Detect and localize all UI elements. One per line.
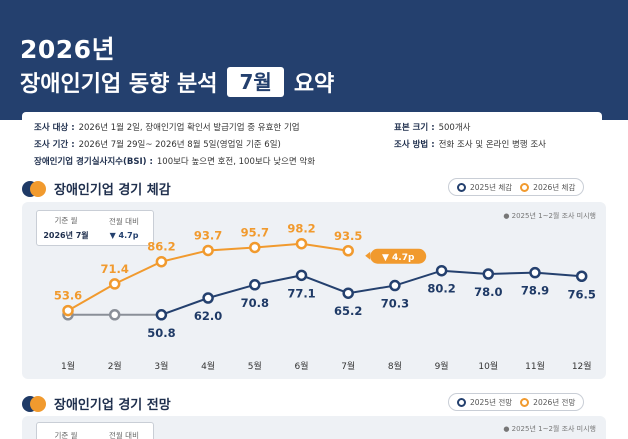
section1-title: 장애인기업 경기 체감 (54, 183, 171, 198)
section2-note: ● 2025년 1~2월 조사 미시행 (503, 425, 596, 433)
section1-ref-box: 기준 월 2026년 7월 전월 대비 ▼ 4.7p (36, 210, 154, 246)
survey-info-box: 조사 대상 :2026년 1월 2일, 장애인기업 확인서 발급기업 중 유효한… (22, 112, 602, 174)
info-bsi-label: 장애인기업 경기실사지수(BSI) : (34, 157, 153, 167)
info-method: 조사 방법 : 전화 조사 및 온라인 병행 조사 (394, 138, 546, 150)
hero-title-prefix: 장애인기업 동향 분석 (20, 72, 218, 97)
section1-legend: 2025년 체감 2026년 체감 (448, 178, 585, 196)
legend2-ring-orange-icon (520, 397, 530, 407)
info-period: 조사 기간 :2026년 7월 29일~ 2026년 8월 5일(영업일 기준 … (34, 138, 281, 150)
legend2-2025: 2025년 전망 (457, 397, 512, 408)
section2-panel: 기준 월 전월 대비 ● 2025년 1~2월 조사 미시행 (22, 416, 606, 439)
section2-dots-icon (22, 395, 46, 412)
info-sample-label: 표본 크기 : (394, 123, 435, 133)
ref2-month-header: 기준 월 (54, 430, 78, 439)
info-period-value: 2026년 7월 29일~ 2026년 8월 5일(영업일 기준 6일) (78, 140, 281, 150)
info-method-label: 조사 방법 : (394, 140, 435, 150)
legend-2025-label: 2025년 체감 (470, 182, 513, 192)
hero-banner: 2026년 장애인기업 동향 분석 7월 요약 (0, 0, 628, 120)
section1-panel: 기준 월 2026년 7월 전월 대비 ▼ 4.7p ● 2025년 1~2월 조사… (22, 202, 606, 379)
info-bsi-value: 100보다 높으면 호전, 100보다 낮으면 악화 (156, 157, 316, 167)
section1-header: 장애인기업 경기 체감 (22, 179, 171, 198)
section2-title: 장애인기업 경기 전망 (54, 398, 171, 413)
legend-ring-orange-icon (520, 182, 530, 192)
legend2-2026-label: 2026년 전망 (533, 397, 576, 407)
section1-note: ● 2025년 1~2월 조사 미시행 (503, 212, 596, 220)
legend2-2025-label: 2025년 전망 (470, 397, 513, 407)
section2-ref-box: 기준 월 전월 대비 (36, 422, 154, 439)
ref-month-header: 기준 월 (54, 216, 78, 225)
info-period-label: 조사 기간 : (34, 140, 75, 150)
hero-month-badge: 7월 (227, 67, 284, 97)
info-target-value: 2026년 1월 2일, 장애인기업 확인서 발급기업 중 유효한 기업 (78, 123, 300, 133)
legend2-ring-navy-icon (457, 397, 466, 407)
legend2-2026: 2026년 전망 (520, 397, 575, 408)
legend-ring-navy-icon (457, 182, 466, 192)
info-bsi: 장애인기업 경기실사지수(BSI) :100보다 높으면 호전, 100보다 낮… (34, 155, 315, 167)
hero-title-suffix: 요약 (293, 72, 335, 97)
hero-year: 2026년 (20, 35, 116, 64)
legend-2026-label: 2026년 체감 (533, 182, 576, 192)
section2-header: 장애인기업 경기 전망 (22, 394, 171, 413)
info-sample: 표본 크기 :500개사 (394, 121, 470, 133)
hero-title: 장애인기업 동향 분석 7월 요약 (20, 66, 334, 98)
ref-change-header: 전월 대비 (109, 217, 139, 226)
info-method-value: 전화 조사 및 온라인 병행 조사 (438, 140, 546, 150)
info-target-label: 조사 대상 : (34, 123, 75, 133)
ref-change-value: ▼ 4.7p (109, 231, 139, 240)
ref-month-value: 2026년 7월 (43, 231, 89, 240)
section2-legend: 2025년 전망 2026년 전망 (448, 393, 585, 411)
info-target: 조사 대상 :2026년 1월 2일, 장애인기업 확인서 발급기업 중 유효한… (34, 121, 300, 133)
legend-2025: 2025년 체감 (457, 182, 512, 193)
info-sample-value: 500개사 (438, 123, 471, 133)
section1-dots-icon (22, 180, 46, 197)
ref2-change-header: 전월 대비 (109, 430, 139, 439)
legend-2026: 2026년 체감 (520, 182, 575, 193)
